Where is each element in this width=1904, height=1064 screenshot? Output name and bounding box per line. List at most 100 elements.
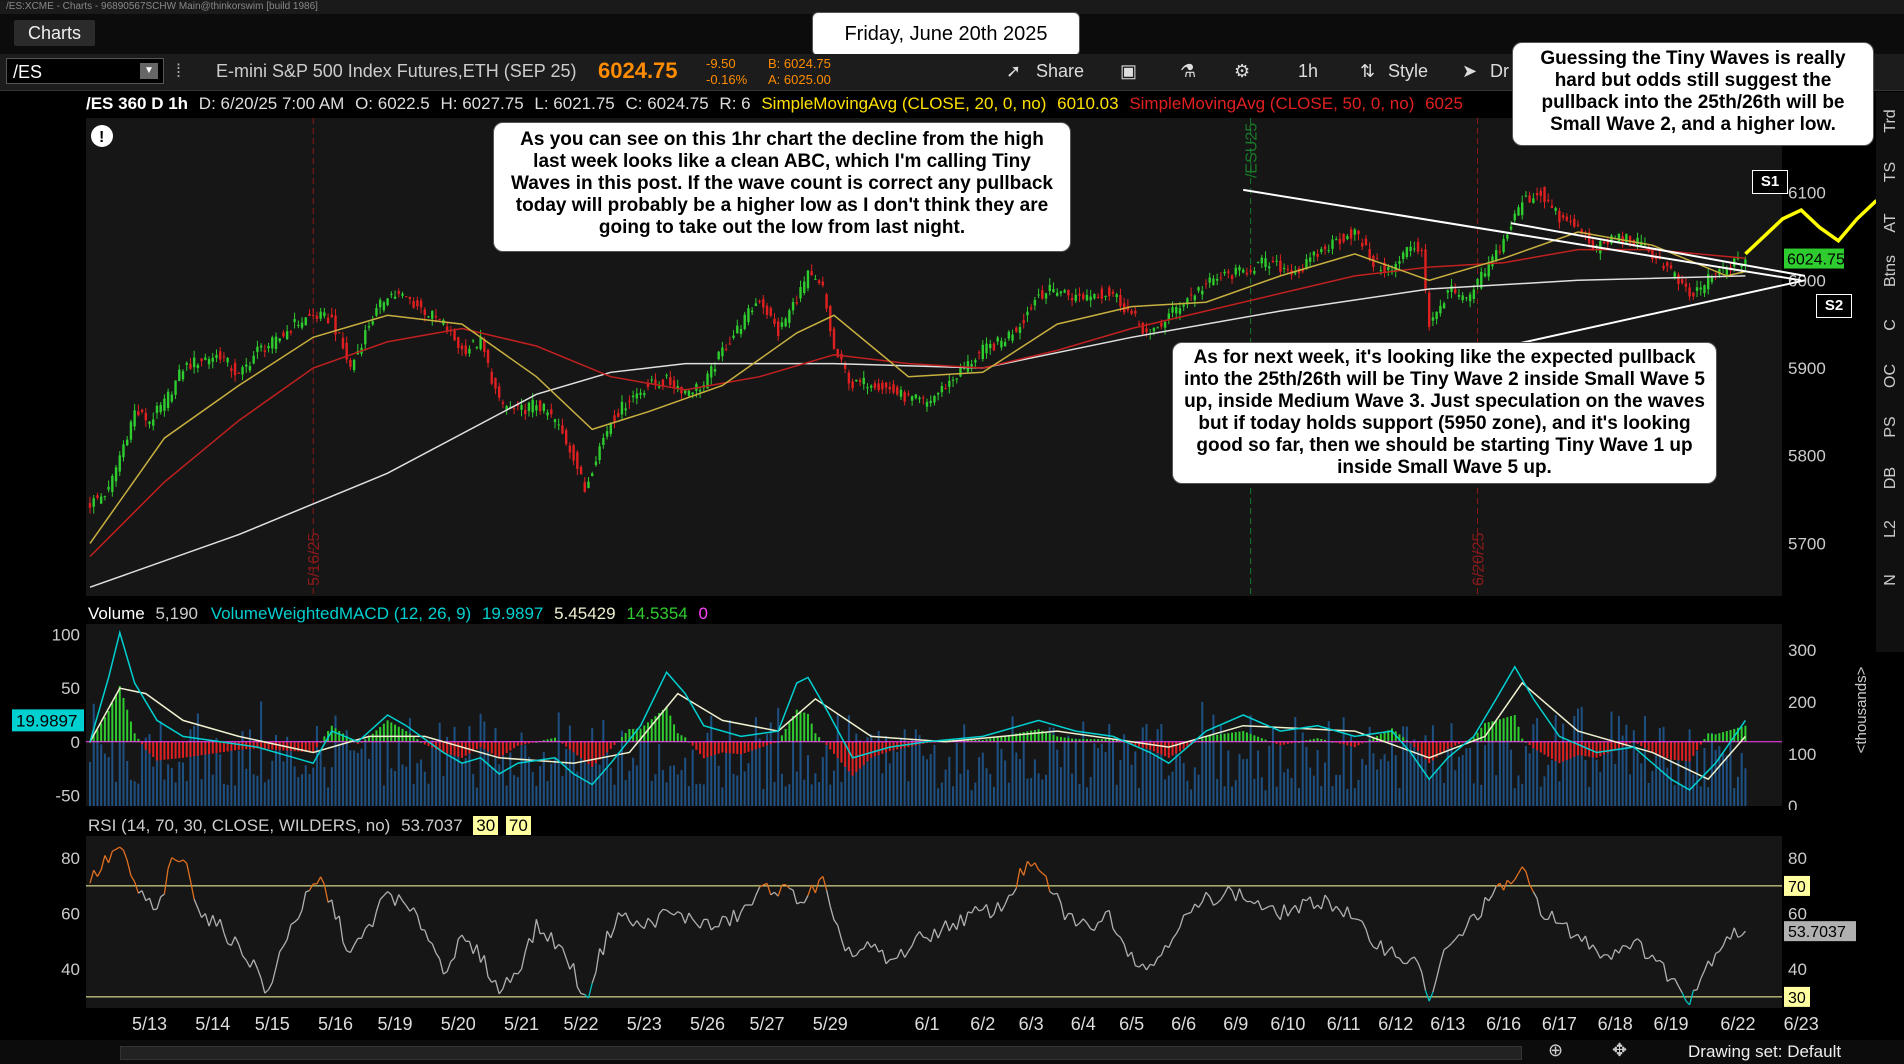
rsi-line-segment: [1711, 953, 1717, 967]
candle-body: [1193, 295, 1197, 301]
style-icon[interactable]: ⇅: [1360, 61, 1376, 81]
rsi-line-segment: [249, 959, 255, 968]
volume-bar: [1543, 776, 1546, 806]
candle-body: [940, 385, 944, 393]
candle-body: [1420, 249, 1423, 251]
macd-histogram-bar: [1361, 741, 1364, 744]
volume-bar: [1517, 775, 1520, 806]
macd-histogram-bar: [1338, 741, 1341, 744]
scrollbar[interactable]: [120, 1046, 1522, 1060]
macd-histogram-bar: [115, 694, 118, 742]
macd-histogram-bar: [1015, 733, 1018, 742]
candle-body: [1718, 269, 1721, 275]
rsi-line-segment: [896, 948, 902, 959]
style-button[interactable]: Style: [1388, 61, 1429, 81]
rsi-line-segment: [1395, 956, 1400, 959]
right-tab-btns[interactable]: Btns: [1882, 254, 1899, 287]
pan-icon[interactable]: ✥: [1612, 1040, 1628, 1060]
right-tab-at[interactable]: AT: [1882, 213, 1899, 233]
candle-body: [207, 359, 211, 365]
chevron-down-icon[interactable]: ▼: [140, 63, 158, 79]
volume-bar: [1580, 706, 1583, 806]
candle-body: [140, 409, 144, 412]
tab-charts[interactable]: Charts: [14, 20, 96, 46]
x-tick-label: 6/3: [1019, 1014, 1044, 1034]
flask-icon[interactable]: ⚗: [1180, 61, 1197, 81]
rsi-line-segment: [673, 911, 679, 916]
candle-body: [1472, 289, 1476, 299]
volume-bar: [1112, 740, 1114, 806]
volume-bar: [1130, 764, 1133, 806]
share-icon[interactable]: ➚: [1006, 61, 1022, 81]
candle-body: [922, 397, 925, 399]
rsi-line-segment: [1373, 946, 1378, 950]
macd-histogram-bar: [609, 741, 612, 749]
macd-histogram-bar: [1614, 741, 1617, 750]
timeframe-button[interactable]: 1h: [1298, 61, 1319, 81]
price-axis: [1782, 118, 1876, 596]
rsi-line-segment: [967, 911, 972, 914]
right-tab-db[interactable]: DB: [1882, 466, 1899, 490]
x-tick-label: 5/19: [378, 1014, 413, 1034]
candle-body: [1145, 328, 1148, 332]
volume-bar: [1513, 788, 1516, 806]
rsi-line-segment: [670, 912, 675, 916]
drawings-button[interactable]: Dr: [1490, 61, 1509, 81]
right-tab-trd[interactable]: Trd: [1882, 109, 1899, 133]
right-tab-oc[interactable]: OC: [1882, 364, 1899, 388]
candle-body: [230, 368, 233, 372]
volume-bar: [1316, 750, 1319, 806]
candle-body: [1022, 320, 1025, 324]
macd-histogram-bar: [170, 741, 173, 759]
candle-body: [955, 378, 958, 380]
candle-body: [1703, 285, 1706, 294]
candle-body: [1096, 296, 1100, 298]
cursor-icon[interactable]: ➤: [1462, 61, 1478, 81]
volume-bar: [1439, 767, 1442, 806]
macd-histogram-bar: [598, 741, 601, 760]
candle-body: [252, 355, 255, 364]
volume-bar: [1684, 760, 1687, 806]
macd-histogram-bar: [1640, 741, 1643, 747]
price-chart[interactable]: 570058005900600061005/16/25/ESU256/20/25…: [0, 0, 1904, 600]
candle-body: [631, 395, 635, 398]
macd-histogram-bar: [1405, 740, 1408, 742]
rsi-panel[interactable]: [86, 836, 1782, 1008]
volume-bar: [899, 737, 902, 806]
macd-histogram-bar: [1558, 741, 1561, 764]
volume-bar: [107, 757, 110, 806]
volume-bar: [185, 781, 188, 806]
candle-body: [386, 298, 389, 306]
volume-bar: [408, 718, 411, 806]
gear-icon[interactable]: ⚙: [1234, 61, 1251, 81]
candle-body: [1428, 292, 1431, 327]
candle-body: [330, 314, 333, 318]
candle-body: [1498, 251, 1502, 253]
right-tab-ts[interactable]: TS: [1882, 161, 1899, 183]
macd-histogram-bar: [706, 741, 709, 758]
candle-body: [148, 421, 151, 425]
macd-histogram-bar: [222, 741, 225, 752]
volume-bar: [1484, 745, 1486, 806]
volume-bar: [758, 738, 761, 806]
right-tab-ps[interactable]: PS: [1882, 416, 1899, 438]
right-tab-n[interactable]: N: [1882, 574, 1899, 586]
drawing-set[interactable]: Drawing set: Default: [1688, 1042, 1842, 1061]
right-tab-c[interactable]: C: [1882, 319, 1899, 331]
symbol-input[interactable]: /ES: [6, 58, 164, 84]
macd-histogram-bar: [613, 741, 616, 745]
zoom-in-icon[interactable]: ⊕: [1548, 1040, 1564, 1060]
studies-icon[interactable]: ▣: [1120, 61, 1138, 81]
candle-body: [691, 392, 694, 395]
right-tab-l2[interactable]: L2: [1882, 520, 1899, 538]
volume-bar: [1190, 789, 1193, 806]
candle-body: [1212, 278, 1215, 286]
volume-bar: [1331, 786, 1334, 806]
volume-bar: [397, 734, 400, 806]
rsi-line-segment: [1674, 978, 1680, 987]
link-icon[interactable]: ⁞: [176, 61, 182, 81]
rsi-line-segment: [271, 967, 277, 983]
share-button[interactable]: Share: [1036, 61, 1085, 81]
